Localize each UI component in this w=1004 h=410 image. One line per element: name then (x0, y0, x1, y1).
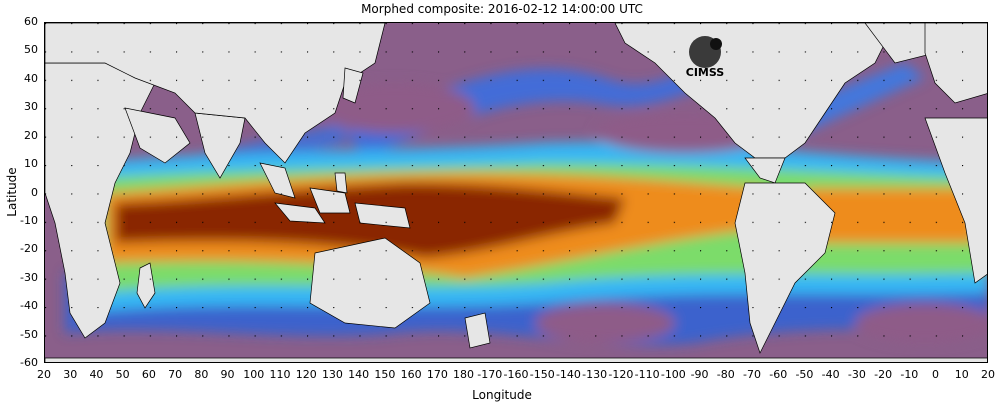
y-tick-label: -30 (20, 270, 38, 284)
x-tick-label: -170 (477, 368, 503, 381)
x-tick-label: 130 (321, 368, 343, 381)
x-tick-label: 30 (63, 368, 78, 381)
x-tick-label: -130 (582, 368, 608, 381)
logo-text: CIMSS (686, 66, 725, 79)
y-tick-label: -10 (20, 213, 38, 227)
x-tick-label: -160 (503, 368, 529, 381)
graticule (45, 23, 987, 362)
x-tick-label: 60 (141, 368, 156, 381)
x-tick-label: -50 (795, 368, 814, 381)
x-tick-label: -70 (743, 368, 761, 381)
cimss-logo: CIMSS (670, 34, 740, 84)
y-tick-label: 50 (24, 43, 38, 57)
x-tick-label: -10 (900, 368, 919, 381)
x-tick-label: 20 (37, 368, 51, 381)
y-tick-label: -60 (20, 356, 38, 369)
y-tick-label: 30 (24, 100, 38, 114)
x-tick-label: 140 (348, 368, 370, 381)
x-tick-label: -20 (874, 368, 893, 381)
x-tick-label: -140 (555, 368, 581, 381)
x-tick-label: -110 (634, 368, 660, 381)
x-tick-label: -40 (821, 368, 840, 381)
x-tick-label: 90 (220, 368, 235, 381)
x-tick-label: 100 (243, 368, 265, 381)
x-tick-label: 110 (269, 368, 291, 381)
x-tick-label: -100 (660, 368, 686, 381)
x-tick-label: -30 (847, 368, 866, 381)
x-tick-label: -120 (608, 368, 634, 381)
x-axis-label: Longitude (472, 388, 532, 402)
x-tick-label: 80 (194, 368, 209, 381)
x-tick-label: -150 (529, 368, 555, 381)
x-tick-label: -80 (716, 368, 735, 381)
x-tick-label: 20 (981, 368, 995, 381)
y-tick-label: 10 (24, 157, 38, 171)
map-plot-area (44, 22, 988, 363)
x-tick-label: 180 (453, 368, 475, 381)
x-tick-label: 10 (954, 368, 969, 381)
x-tick-label: 170 (426, 368, 448, 381)
x-tick-label: 160 (400, 368, 422, 381)
y-tick-label: 20 (24, 128, 38, 142)
y-tick-label: -40 (20, 299, 38, 313)
x-tick-label: 120 (295, 368, 317, 381)
y-tick-label: -20 (20, 242, 38, 256)
x-tick-label: 50 (115, 368, 130, 381)
map-canvas (45, 23, 987, 362)
x-tick-label: 0 (932, 368, 940, 381)
x-tick-label: -60 (769, 368, 788, 381)
x-tick-label: 150 (374, 368, 396, 381)
chart-title: Morphed composite: 2016-02-12 14:00:00 U… (361, 2, 643, 16)
y-tick-label: -50 (20, 327, 38, 341)
y-tick-label: 60 (24, 15, 38, 28)
x-tick-label: -90 (690, 368, 709, 381)
y-tick-label: 40 (24, 71, 38, 85)
y-tick-label: 0 (31, 185, 38, 199)
x-tick-label: 70 (168, 368, 183, 381)
x-tick-label: 40 (89, 368, 104, 381)
